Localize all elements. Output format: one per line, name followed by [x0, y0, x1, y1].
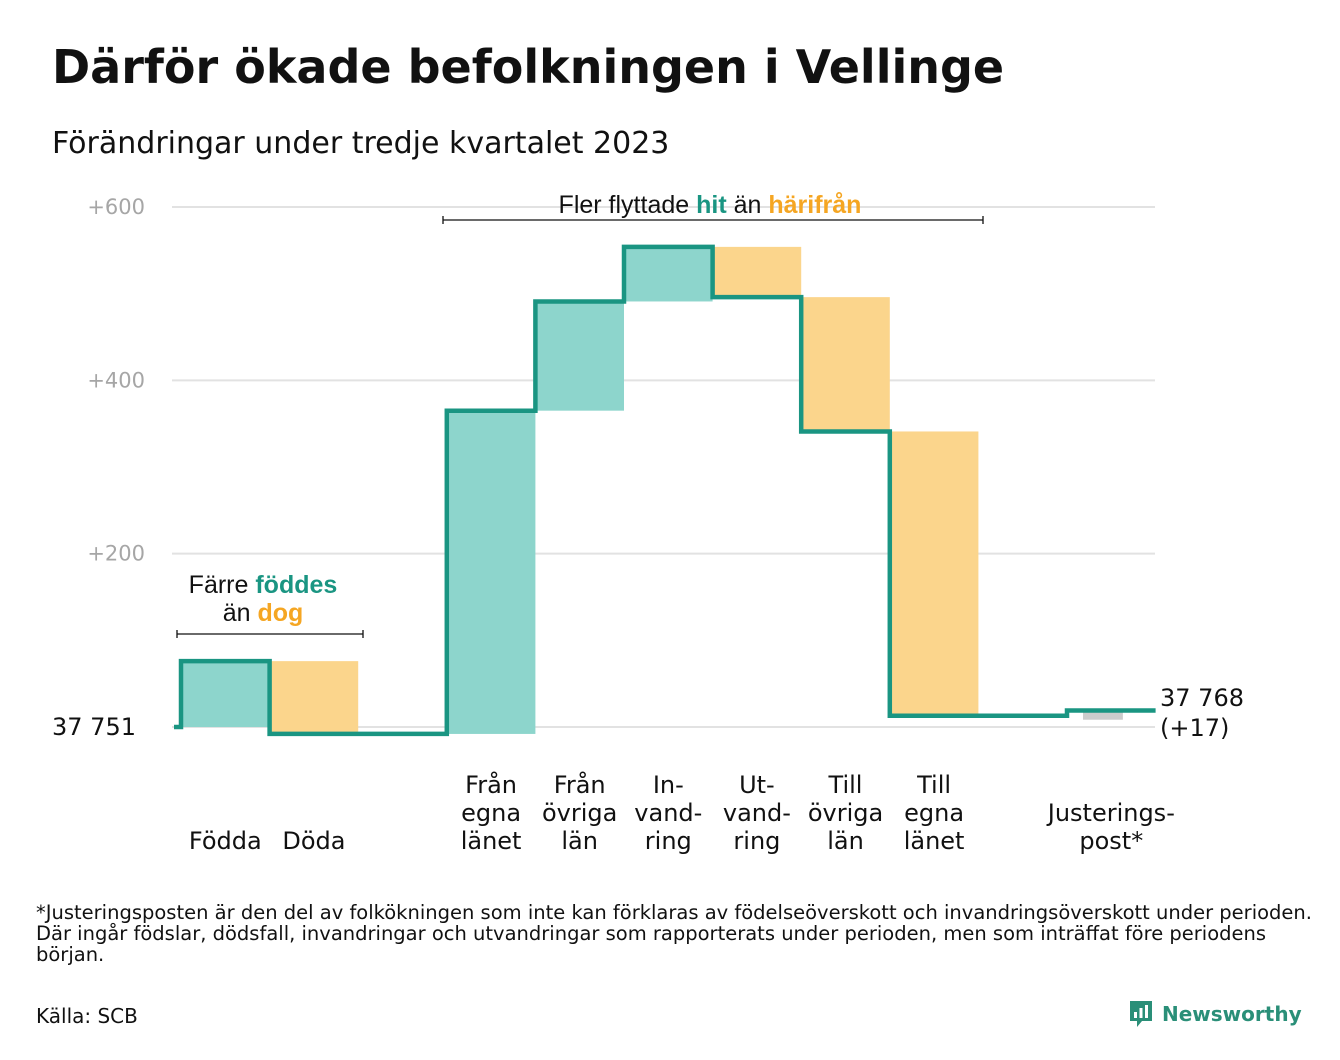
category-label: övriga: [808, 799, 883, 827]
end-value-label: (+17): [1160, 714, 1229, 742]
category-label: länet: [461, 827, 522, 855]
category-label: ring: [733, 827, 780, 855]
annotation-segment: hit: [696, 191, 727, 219]
bar-out: [269, 661, 359, 734]
bar-adjust: [1083, 710, 1123, 720]
category-label: Från: [465, 770, 517, 799]
category-label: post*: [1079, 827, 1143, 855]
annotation-segment: föddes: [255, 571, 337, 599]
footnote: *Justeringsposten är den del av folkökni…: [36, 901, 1312, 966]
category-label: län: [827, 827, 864, 855]
category-label: vand-: [634, 799, 702, 827]
annotation-text: Färre föddes: [189, 571, 338, 599]
y-tick-label: +200: [87, 542, 145, 566]
category-label: In-: [653, 771, 684, 799]
category-label: ring: [645, 827, 692, 855]
grid-layer: +200 +400 +600: [87, 195, 1155, 728]
source-note: Källa: SCB: [36, 1004, 138, 1028]
bar-out: [712, 246, 802, 298]
category-label: Till: [828, 771, 863, 799]
bar-out: [801, 297, 890, 432]
chart-subtitle: Förändringar under tredje kvartalet 2023: [52, 126, 670, 161]
chart-title: Därför ökade befolkningen i Vellinge: [52, 40, 1005, 94]
category-label: vand-: [723, 799, 791, 827]
start-value-label: 37 751: [52, 713, 136, 741]
bar-in: [624, 246, 713, 302]
waterfall-line: [174, 244, 1156, 737]
category-label: Döda: [282, 827, 345, 855]
newsworthy-logo: Newsworthy: [1128, 998, 1302, 1030]
bar-in: [446, 410, 536, 734]
bar-out: [889, 431, 979, 716]
category-label: Ut-: [739, 771, 775, 799]
annotation-segment: Färre: [189, 571, 256, 599]
annotation-text: Fler flyttade hit än härifrån: [559, 191, 862, 219]
annotation-segment: Fler flyttade: [559, 191, 697, 219]
end-value-label: 37 768: [1160, 684, 1244, 712]
category-label: Från: [554, 770, 606, 799]
line-layer: [174, 244, 1156, 737]
bar-layer: [181, 246, 1123, 734]
category-label: Födda: [189, 827, 262, 855]
bar-in: [535, 301, 624, 411]
category-label: länet: [904, 827, 965, 855]
annotation-segment: än: [727, 191, 769, 219]
category-label: Till: [916, 771, 951, 799]
annotation-segment: än: [223, 599, 258, 627]
category-label: övriga: [542, 799, 617, 827]
category-label: Justerings-: [1046, 799, 1175, 827]
bar-chart-logo-icon: [1130, 1001, 1152, 1027]
annotation-segment: härifrån: [768, 191, 861, 219]
y-tick-label: +600: [87, 195, 145, 219]
category-label: egna: [904, 799, 964, 827]
y-tick-label: +400: [87, 368, 145, 392]
category-label: egna: [461, 799, 521, 827]
category-label: län: [561, 827, 598, 855]
annotation-text: än dog: [223, 599, 304, 627]
logo-text: Newsworthy: [1162, 1002, 1302, 1026]
annotation-segment: dog: [257, 599, 303, 627]
bar-in: [181, 661, 270, 727]
